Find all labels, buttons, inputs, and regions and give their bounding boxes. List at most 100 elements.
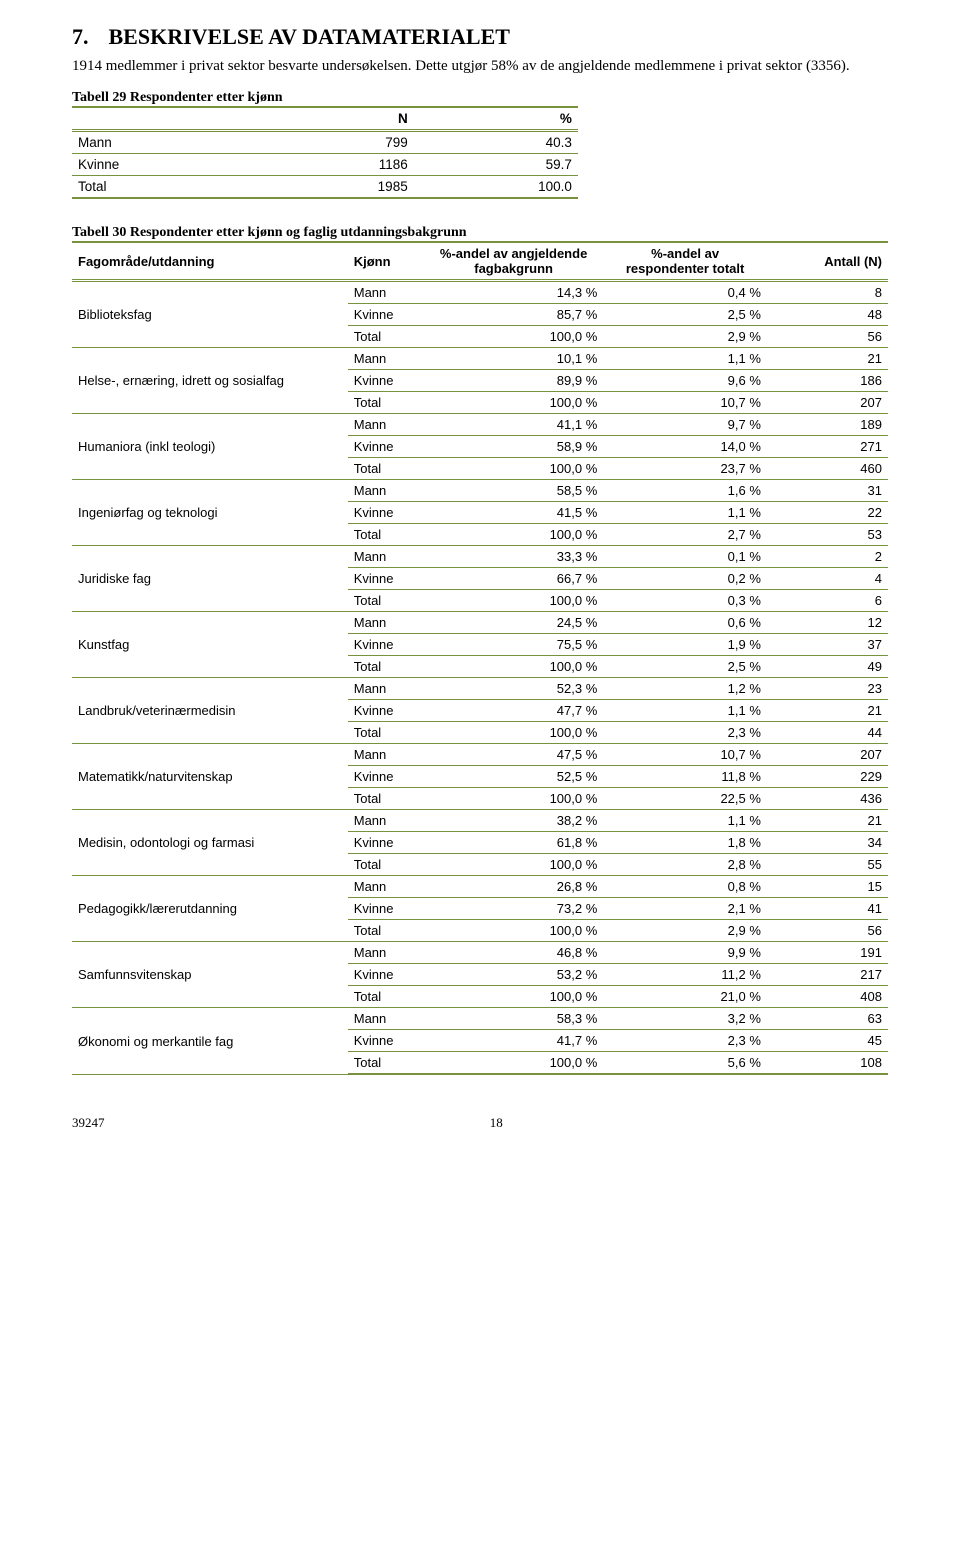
t30-pa: 46,8 % bbox=[424, 942, 603, 964]
t30-antall: 6 bbox=[767, 590, 888, 612]
t30-antall: 21 bbox=[767, 810, 888, 832]
t30-fag-label: Biblioteksfag bbox=[72, 281, 348, 348]
t30-kjonn: Mann bbox=[348, 414, 424, 436]
t30-antall: 21 bbox=[767, 700, 888, 722]
t30-fag-label: Kunstfag bbox=[72, 612, 348, 678]
t30-kjonn: Total bbox=[348, 458, 424, 480]
t30-pr: 2,8 % bbox=[603, 854, 767, 876]
t30-kjonn: Kvinne bbox=[348, 832, 424, 854]
t29-pct: 100.0 bbox=[414, 176, 578, 199]
t30-fag-label: Pedagogikk/lærerutdanning bbox=[72, 876, 348, 942]
t30-pr: 2,1 % bbox=[603, 898, 767, 920]
t30-kjonn: Kvinne bbox=[348, 1030, 424, 1052]
t30-pr: 0,6 % bbox=[603, 612, 767, 634]
t30-pr: 9,7 % bbox=[603, 414, 767, 436]
t30-antall: 12 bbox=[767, 612, 888, 634]
t30-pr: 1,1 % bbox=[603, 810, 767, 832]
t30-pa: 61,8 % bbox=[424, 832, 603, 854]
t30-pa: 100,0 % bbox=[424, 392, 603, 414]
t29-pct: 59.7 bbox=[414, 154, 578, 176]
t30-pr: 1,8 % bbox=[603, 832, 767, 854]
t29-label: Total bbox=[72, 176, 263, 199]
t30-pa: 38,2 % bbox=[424, 810, 603, 832]
t29-n: 1186 bbox=[263, 154, 414, 176]
t30-kjonn: Kvinne bbox=[348, 568, 424, 590]
t30-antall: 207 bbox=[767, 392, 888, 414]
t30-kjonn: Total bbox=[348, 326, 424, 348]
t30-pr: 2,7 % bbox=[603, 524, 767, 546]
t30-kjonn: Mann bbox=[348, 348, 424, 370]
t30-pa: 100,0 % bbox=[424, 326, 603, 348]
t30-pr: 9,9 % bbox=[603, 942, 767, 964]
t30-pa: 14,3 % bbox=[424, 281, 603, 304]
t30-antall: 15 bbox=[767, 876, 888, 898]
t30-antall: 271 bbox=[767, 436, 888, 458]
t30-antall: 4 bbox=[767, 568, 888, 590]
t30-pr: 3,2 % bbox=[603, 1008, 767, 1030]
t30-kjonn: Mann bbox=[348, 876, 424, 898]
t30-fag-label: Medisin, odontologi og farmasi bbox=[72, 810, 348, 876]
t30-pa: 47,7 % bbox=[424, 700, 603, 722]
t30-antall: 63 bbox=[767, 1008, 888, 1030]
t30-antall: 53 bbox=[767, 524, 888, 546]
t30-pa: 100,0 % bbox=[424, 920, 603, 942]
t30-pr: 1,1 % bbox=[603, 700, 767, 722]
t30-kjonn: Kvinne bbox=[348, 370, 424, 392]
t30-pr: 10,7 % bbox=[603, 392, 767, 414]
t30-col-pr: %-andel av respondenter totalt bbox=[603, 242, 767, 281]
t30-kjonn: Mann bbox=[348, 281, 424, 304]
t30-pa: 100,0 % bbox=[424, 458, 603, 480]
intro-paragraph: 1914 medlemmer i privat sektor besvarte … bbox=[72, 56, 888, 76]
t30-kjonn: Mann bbox=[348, 546, 424, 568]
t30-antall: 229 bbox=[767, 766, 888, 788]
t30-kjonn: Total bbox=[348, 656, 424, 678]
t30-pr: 22,5 % bbox=[603, 788, 767, 810]
t30-kjonn: Total bbox=[348, 986, 424, 1008]
t30-antall: 37 bbox=[767, 634, 888, 656]
t30-kjonn: Total bbox=[348, 1052, 424, 1075]
t30-antall: 22 bbox=[767, 502, 888, 524]
t30-pa: 41,1 % bbox=[424, 414, 603, 436]
t30-antall: 2 bbox=[767, 546, 888, 568]
section-heading: 7.BESKRIVELSE AV DATAMATERIALET bbox=[72, 24, 888, 50]
t30-pr: 0,3 % bbox=[603, 590, 767, 612]
table30: Fagområde/utdanning Kjønn %-andel av ang… bbox=[72, 241, 888, 1075]
t30-pr: 5,6 % bbox=[603, 1052, 767, 1075]
t30-kjonn: Mann bbox=[348, 612, 424, 634]
t30-antall: 48 bbox=[767, 304, 888, 326]
t30-antall: 45 bbox=[767, 1030, 888, 1052]
t30-pa: 100,0 % bbox=[424, 788, 603, 810]
t30-antall: 44 bbox=[767, 722, 888, 744]
t30-kjonn: Kvinne bbox=[348, 700, 424, 722]
t30-pa: 58,3 % bbox=[424, 1008, 603, 1030]
t30-antall: 23 bbox=[767, 678, 888, 700]
page-footer: 39247 18 bbox=[72, 1115, 888, 1131]
t30-fag-label: Samfunnsvitenskap bbox=[72, 942, 348, 1008]
t30-pr: 2,9 % bbox=[603, 326, 767, 348]
t30-col-kjonn: Kjønn bbox=[348, 242, 424, 281]
t30-pa: 100,0 % bbox=[424, 524, 603, 546]
t29-col-n: N bbox=[263, 107, 414, 131]
t30-antall: 191 bbox=[767, 942, 888, 964]
t30-pr: 2,3 % bbox=[603, 1030, 767, 1052]
t30-pa: 24,5 % bbox=[424, 612, 603, 634]
t30-pr: 2,9 % bbox=[603, 920, 767, 942]
t30-fag-label: Økonomi og merkantile fag bbox=[72, 1008, 348, 1075]
t30-antall: 108 bbox=[767, 1052, 888, 1075]
t30-pr: 0,4 % bbox=[603, 281, 767, 304]
t30-kjonn: Total bbox=[348, 788, 424, 810]
t30-kjonn: Mann bbox=[348, 678, 424, 700]
t30-kjonn: Kvinne bbox=[348, 304, 424, 326]
t30-pr: 21,0 % bbox=[603, 986, 767, 1008]
t30-kjonn: Kvinne bbox=[348, 634, 424, 656]
t30-pr: 11,8 % bbox=[603, 766, 767, 788]
t30-pa: 52,3 % bbox=[424, 678, 603, 700]
t30-pr: 0,8 % bbox=[603, 876, 767, 898]
t30-fag-label: Landbruk/veterinærmedisin bbox=[72, 678, 348, 744]
t30-pa: 89,9 % bbox=[424, 370, 603, 392]
t30-antall: 207 bbox=[767, 744, 888, 766]
t30-antall: 217 bbox=[767, 964, 888, 986]
t30-col-pa: %-andel av angjeldende fagbakgrunn bbox=[424, 242, 603, 281]
t29-col-blank bbox=[72, 107, 263, 131]
t30-pa: 53,2 % bbox=[424, 964, 603, 986]
